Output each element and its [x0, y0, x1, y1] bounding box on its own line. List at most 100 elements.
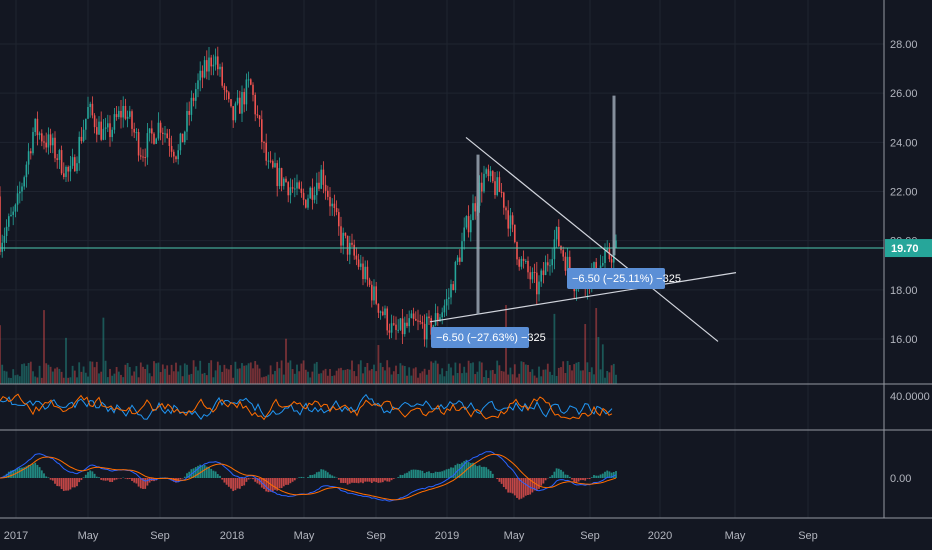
macd-histogram-bar [71, 478, 74, 488]
macd-histogram-bar [483, 466, 485, 478]
time-axis[interactable]: 2017 May Sep 2018 May Sep 2019 May Sep 2020 May Sep [4, 530, 818, 542]
candle-body [135, 132, 138, 134]
candle-body [14, 204, 17, 212]
macd-histogram-bar [610, 472, 613, 478]
volume-bar [142, 366, 144, 384]
volume-bar [434, 360, 437, 384]
candle-body [529, 272, 531, 280]
candle-body [487, 169, 490, 177]
candle-body [417, 320, 419, 322]
volume-bar [593, 374, 595, 384]
x-tick-label: Sep [150, 530, 170, 542]
drawing-overlays[interactable]: −6.50 (−27.63%) −325 −6.50 (−25.11%) −325 [0, 95, 884, 348]
macd-histogram-bar [58, 478, 61, 487]
macd-histogram-bar [401, 475, 404, 478]
candle-body [166, 133, 168, 138]
candle-body [531, 271, 534, 280]
volume-bar [465, 372, 468, 384]
macd-histogram-bar [476, 466, 479, 478]
macd-histogram-bar [256, 478, 259, 484]
macd-histogram-bar [221, 478, 224, 480]
macd-histogram-bar [348, 478, 351, 484]
candle-body [256, 114, 259, 116]
candle-body [87, 107, 89, 119]
candle-body [25, 164, 28, 178]
volume-bar [150, 376, 153, 384]
macd-histogram-bar [432, 473, 435, 478]
macd-histogram-bar [406, 472, 408, 478]
volume-bar [494, 373, 496, 384]
candle-body [47, 134, 50, 148]
candle-body [263, 142, 265, 144]
volume-bar [236, 368, 239, 384]
macd-histogram-bar [322, 469, 325, 478]
volume-bar [485, 370, 488, 384]
x-tick-label: 2020 [648, 530, 672, 542]
volume-bar [555, 375, 558, 384]
candle-body [518, 259, 520, 267]
macd-histogram-bar [278, 478, 281, 489]
candle-body [566, 256, 569, 271]
macd-histogram-bar [333, 476, 336, 478]
volume-bar [73, 370, 76, 384]
macd-histogram-bar [588, 478, 591, 480]
candle-body [179, 133, 182, 151]
macd-histogram-bar [595, 475, 598, 478]
y-tick-label: 22.00 [890, 187, 918, 199]
macd-histogram-bar [430, 473, 433, 478]
volume-bar [599, 369, 602, 384]
candle-body [142, 156, 144, 158]
candle-body [421, 322, 424, 324]
volume-bar [542, 369, 545, 384]
volume-bar [98, 373, 100, 384]
volume-bar [491, 369, 494, 384]
candle-body [239, 97, 241, 114]
candle-body [322, 169, 325, 185]
volume-bar [190, 373, 193, 384]
macd-histogram-bar [366, 478, 369, 482]
volume-bar [458, 363, 461, 384]
macd-histogram-bar [346, 478, 349, 485]
volume-bar [172, 371, 175, 384]
volume-bar [601, 344, 604, 384]
macd-histogram-bar [280, 478, 283, 489]
macd-histogram-bar [392, 478, 395, 479]
candle-body [76, 163, 78, 172]
volume-bar [357, 364, 360, 384]
candle-body [450, 284, 452, 298]
volume-bar [419, 373, 422, 384]
volume-bar [375, 371, 378, 384]
candle-body [368, 279, 371, 285]
macd-histogram-bar [434, 471, 437, 478]
macd-histogram-bar [511, 478, 514, 494]
volume-bar [430, 361, 433, 384]
candle-body [111, 129, 113, 138]
macd-histogram-bar [236, 478, 239, 489]
macd-histogram-bar [612, 472, 615, 478]
candle-body [549, 265, 551, 267]
volume-bar [432, 362, 435, 384]
macd-histogram-bar [93, 473, 96, 478]
volume-bar [518, 373, 521, 384]
volume-bar [3, 370, 6, 384]
candle-body [252, 84, 254, 95]
macd-histogram-bar [115, 478, 118, 480]
volume-bar [463, 366, 466, 384]
candle-body [137, 132, 140, 156]
candle-body [419, 320, 421, 323]
macd-histogram-bar [388, 478, 391, 482]
candle-body [494, 181, 496, 196]
macd-histogram-bar [414, 469, 417, 478]
volume-bar [615, 374, 617, 384]
candle-body [261, 119, 263, 143]
volume-bar [502, 371, 505, 384]
candle-body [324, 184, 327, 191]
volume-bar [117, 371, 120, 384]
macd-histogram-bar [245, 478, 248, 482]
candle-body [91, 103, 94, 116]
candle-body [210, 57, 212, 67]
pane-separators[interactable] [0, 0, 932, 519]
macd-histogram-bar [324, 470, 327, 478]
